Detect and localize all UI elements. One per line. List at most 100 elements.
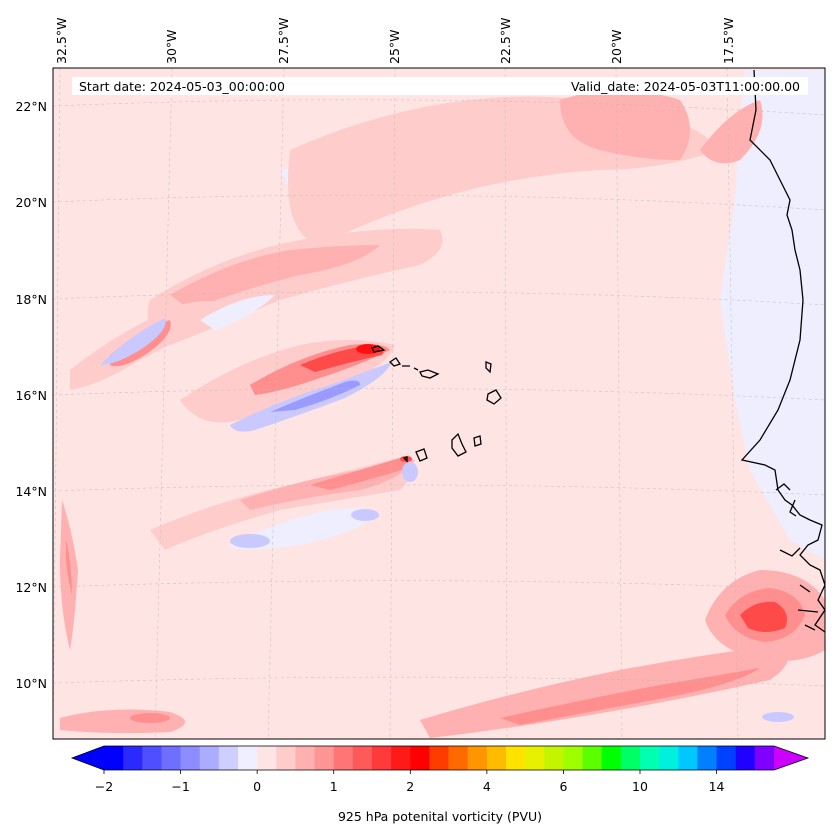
latitude-labels: 22°N 20°N 18°N 16°N 14°N 12°N 10°N <box>15 99 47 691</box>
lat-label: 16°N <box>15 388 47 403</box>
colorbar-cell <box>506 746 526 770</box>
colorbar-cell <box>104 746 124 770</box>
colorbar-cell <box>372 746 392 770</box>
lat-label: 20°N <box>15 195 47 210</box>
lat-label: 12°N <box>15 580 47 595</box>
colorbar-cell <box>123 746 143 770</box>
colorbar-cell <box>716 746 737 770</box>
colorbar-cell <box>620 746 641 770</box>
colorbar-tick-label: 14 <box>709 779 725 794</box>
colorbar: −2 −1 0 1 2 4 6 10 14 925 hPa potenital vorticit… <box>70 745 810 824</box>
map-border <box>52 67 826 740</box>
colorbar-cell <box>467 746 488 770</box>
island-sao-vicente <box>388 357 402 367</box>
colorbar-over-arrow <box>774 746 808 770</box>
colorbar-under-arrow <box>72 746 104 770</box>
colorbar-cell <box>199 746 220 770</box>
lat-label: 14°N <box>15 484 47 499</box>
island-santiago <box>451 432 467 457</box>
colorbar-cell <box>735 746 756 770</box>
colorbar-tick-label: 6 <box>559 779 567 794</box>
colorbar-cell <box>582 746 603 770</box>
graticule <box>52 67 826 740</box>
colorbar-cell <box>218 746 239 770</box>
island-fogo <box>415 448 428 462</box>
colorbar-cell <box>429 746 449 770</box>
colorbar-ticks: −2 −1 0 1 2 4 6 10 14 <box>95 770 725 794</box>
start-date-label: Start date: 2024-05-03_00:00:00 <box>79 79 285 94</box>
lon-label: 22.5°W <box>498 18 513 64</box>
colorbar-tick-label: 0 <box>253 779 261 794</box>
colorbar-tick-label: 1 <box>330 779 338 794</box>
island-santo-antao <box>371 345 386 353</box>
colorbar-cell <box>754 746 775 770</box>
pv-band-south-core <box>310 458 409 490</box>
pv-negative-south-core <box>230 534 270 548</box>
pv-negative-south-core-2 <box>351 509 379 521</box>
pv-band-far-south-core <box>500 668 760 725</box>
lon-label: 20°W <box>609 29 624 64</box>
pv-negative-se <box>762 712 794 722</box>
colorbar-cell <box>410 746 430 770</box>
colorbar-cell <box>161 746 181 770</box>
colorbar-cell <box>486 746 507 770</box>
colorbar-cell <box>601 746 622 770</box>
lat-label: 10°N <box>15 676 47 691</box>
island-brava <box>402 456 408 463</box>
pv-band-far-south <box>420 645 788 738</box>
pv-negative-nw <box>200 295 275 330</box>
coastlines <box>371 69 826 633</box>
island-sal <box>485 361 492 374</box>
lon-label: 27.5°W <box>276 18 291 64</box>
island-maio <box>473 435 482 447</box>
colorbar-cells <box>104 746 775 770</box>
pv-band-northeast <box>560 90 690 160</box>
colorbar-cell <box>257 746 277 770</box>
colorbar-title: 925 hPa potenital vorticity (PVU) <box>338 809 542 824</box>
map-panel: Start date: 2024-05-03_00:00:00 Valid_da… <box>52 67 826 740</box>
colorbar-tick-label: 2 <box>406 779 414 794</box>
pv-max-core <box>356 344 380 354</box>
colorbar-cell <box>314 746 335 770</box>
longitude-labels: 32.5°W 30°W 27.5°W 25°W 22.5°W 20°W 17.5… <box>54 18 736 64</box>
colorbar-cell <box>678 746 698 770</box>
colorbar-cell <box>640 746 660 770</box>
pv-region-coast-blue <box>720 70 825 560</box>
colorbar-cell <box>142 746 162 770</box>
lat-label: 22°N <box>15 99 47 114</box>
colorbar-cell <box>448 746 469 770</box>
colorbar-cell <box>276 746 296 770</box>
colorbar-cell <box>563 746 583 770</box>
colorbar-cell <box>525 746 545 770</box>
pv-band-west-column-core <box>66 540 72 595</box>
island-boa-vista <box>486 389 502 405</box>
colorbar-cell <box>295 746 315 770</box>
pv-south-max <box>400 456 412 462</box>
colorbar-cell <box>391 746 411 770</box>
pv-se-max-core <box>740 601 788 632</box>
lon-label: 17.5°W <box>721 18 736 64</box>
colorbar-cell <box>544 746 564 770</box>
colorbar-cell <box>333 746 354 770</box>
colorbar-cell <box>659 746 679 770</box>
pv-band-east-streak <box>700 100 763 164</box>
colorbar-tick-label: 4 <box>483 779 491 794</box>
island-east-shoal <box>419 369 440 379</box>
colorbar-tick-label: 10 <box>632 779 648 794</box>
pv-sw-strip-core <box>130 713 170 723</box>
colorbar-cell <box>180 746 201 770</box>
lon-label: 32.5°W <box>54 18 69 64</box>
header-box <box>72 77 808 95</box>
valid-date-label: Valid_date: 2024-05-03T11:00:00.00 <box>571 79 800 94</box>
colorbar-tick-label: −2 <box>95 779 113 794</box>
colorbar-cell <box>697 746 717 770</box>
lon-label: 25°W <box>387 29 402 64</box>
colorbar-tick-label: −1 <box>171 779 189 794</box>
lat-label: 18°N <box>15 292 47 307</box>
pv-negative-west <box>100 318 166 365</box>
africa-coast-detail <box>775 483 819 631</box>
island-sao-nicolau <box>402 365 419 371</box>
colorbar-cell <box>352 746 373 770</box>
africa-coastline <box>740 69 826 633</box>
